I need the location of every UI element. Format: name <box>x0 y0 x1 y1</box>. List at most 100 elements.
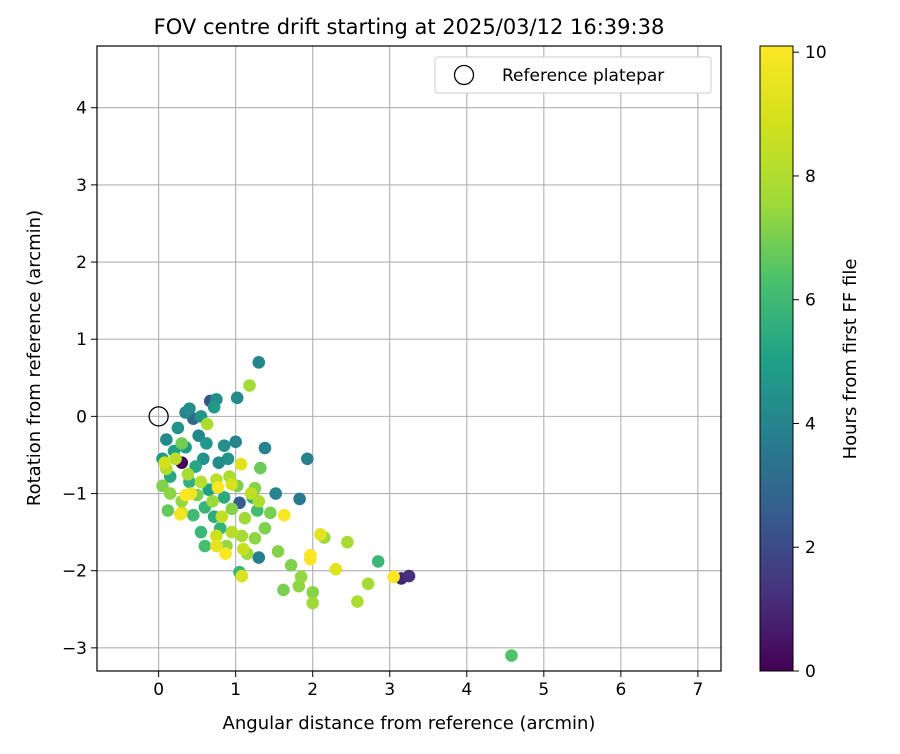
data-point <box>197 452 210 466</box>
colorbar-tick-label: 8 <box>805 167 816 187</box>
data-point <box>314 528 327 541</box>
data-point <box>250 504 264 517</box>
data-point <box>156 479 169 493</box>
data-point <box>264 506 277 520</box>
x-tick-label: 3 <box>384 680 395 700</box>
y-tick-label: 0 <box>76 407 87 427</box>
data-point <box>294 570 308 584</box>
data-point <box>192 429 205 442</box>
x-tick-label: 5 <box>538 680 549 700</box>
x-axis-label: Angular distance from reference (arcmin) <box>223 713 596 734</box>
data-point <box>234 457 248 471</box>
data-point <box>158 456 172 469</box>
data-point <box>301 452 314 466</box>
data-point <box>252 356 266 369</box>
data-point <box>173 508 187 521</box>
y-axis-label: Rotation from reference (arcmin) <box>24 210 45 506</box>
data-point <box>243 379 256 392</box>
legend-marker <box>453 64 475 86</box>
x-tick-label: 7 <box>692 680 703 700</box>
data-point <box>402 569 416 583</box>
colorbar: 0 2 4 6 8 10 Hours from first FF file <box>759 43 861 682</box>
data-point <box>341 535 354 549</box>
y-tick-label: −1 <box>62 485 87 505</box>
data-point <box>194 525 208 539</box>
data-point <box>217 439 231 452</box>
x-tick-label: 6 <box>615 680 626 700</box>
data-point <box>230 391 244 405</box>
data-points <box>156 356 518 662</box>
data-point <box>235 529 249 543</box>
data-point <box>306 596 320 610</box>
data-point <box>304 548 317 562</box>
x-tick-label: 2 <box>307 680 318 700</box>
data-point <box>183 402 196 415</box>
colorbar-tick-label: 6 <box>805 291 816 311</box>
data-point <box>225 525 239 539</box>
data-point <box>207 400 221 414</box>
data-point <box>169 452 182 466</box>
y-tick-label: −2 <box>62 562 87 582</box>
data-point <box>361 577 375 591</box>
y-tick-label: 1 <box>76 330 87 350</box>
data-point <box>238 511 252 525</box>
data-point <box>210 539 223 553</box>
data-point <box>258 521 272 535</box>
data-point <box>171 421 185 435</box>
x-axis-ticks: 0 1 2 3 4 5 6 7 <box>153 671 703 700</box>
data-point <box>284 558 298 572</box>
data-point <box>244 487 258 500</box>
data-point <box>219 547 232 561</box>
reference-marker-group <box>148 406 169 427</box>
x-tick-label: 4 <box>461 680 472 700</box>
data-point <box>179 488 192 502</box>
x-tick-label: 0 <box>153 680 164 700</box>
plot-frame <box>96 45 722 672</box>
data-point <box>252 551 266 564</box>
data-point <box>306 585 320 599</box>
data-point <box>211 481 225 494</box>
data-point <box>198 539 212 553</box>
data-point <box>161 504 175 517</box>
data-point <box>189 460 202 473</box>
colorbar-label: Hours from first FF file <box>840 259 861 460</box>
data-point <box>206 494 219 508</box>
y-tick-label: −3 <box>62 639 87 659</box>
legend-box <box>434 56 712 94</box>
data-point <box>252 494 266 508</box>
x-tick-label: 1 <box>230 680 241 700</box>
colorbar-ticks: 0 2 4 6 8 10 <box>793 43 827 682</box>
data-point <box>269 487 283 500</box>
data-point <box>235 569 249 583</box>
data-point <box>329 562 343 576</box>
data-point <box>175 437 189 450</box>
y-axis-ticks: −3 −2 −1 0 1 2 3 4 <box>62 99 97 659</box>
y-tick-label: 2 <box>76 253 87 273</box>
data-point <box>293 492 306 506</box>
data-point <box>200 437 213 450</box>
legend: Reference platepar <box>434 56 712 94</box>
chart-title: FOV centre drift starting at 2025/03/12 … <box>154 15 665 39</box>
data-point <box>212 456 226 469</box>
colorbar-tick-label: 4 <box>805 414 816 434</box>
data-point <box>248 531 262 545</box>
data-point <box>371 555 385 568</box>
data-point <box>160 433 173 446</box>
data-point <box>351 595 364 608</box>
y-tick-label: 3 <box>76 176 87 196</box>
legend-label: Reference platepar <box>502 66 664 86</box>
data-point <box>258 441 272 455</box>
reference-platepar-marker <box>148 406 169 427</box>
colorbar-tick-label: 0 <box>805 662 816 682</box>
colorbar-tick-label: 10 <box>805 43 827 63</box>
data-point <box>277 508 291 522</box>
data-point <box>200 417 214 431</box>
data-point <box>194 475 208 489</box>
colorbar-tick-label: 2 <box>805 538 816 558</box>
data-point <box>387 570 400 584</box>
data-point <box>210 529 223 543</box>
colorbar-gradient <box>759 45 794 672</box>
data-point <box>181 467 195 481</box>
data-point <box>229 435 242 449</box>
